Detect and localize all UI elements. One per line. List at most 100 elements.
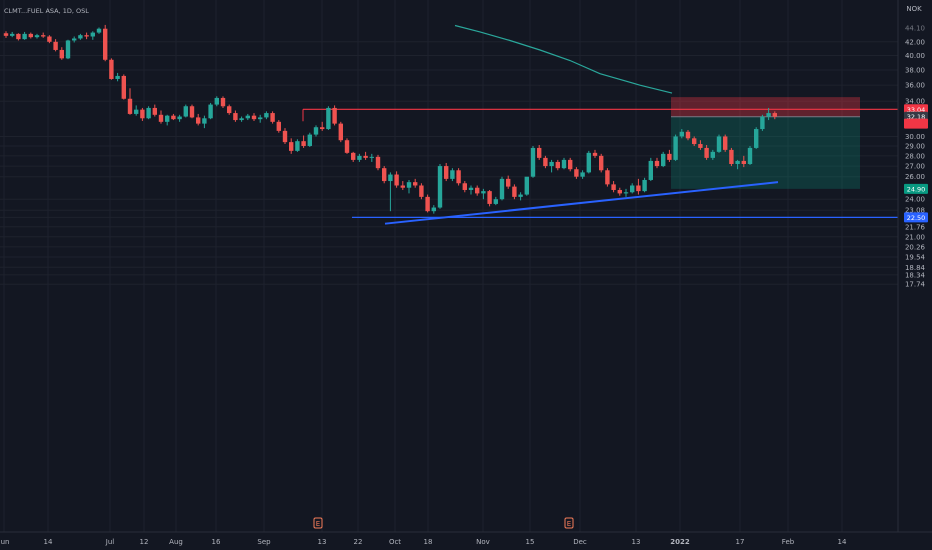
x-tick-label: 14: [838, 538, 847, 546]
candle-body: [723, 136, 728, 150]
candle-body: [320, 127, 325, 130]
candle: [90, 31, 95, 40]
candle: [196, 113, 201, 126]
candle: [301, 135, 306, 148]
position-risk-zone[interactable]: [671, 97, 860, 117]
candle: [413, 178, 418, 188]
x-tick-label: 15: [526, 538, 535, 546]
x-tick-label: 16: [212, 538, 221, 546]
candle: [450, 168, 455, 182]
candle-body: [406, 182, 412, 188]
candle-body: [444, 166, 449, 179]
candle-body: [499, 178, 505, 200]
candle: [561, 157, 567, 170]
candle: [419, 183, 424, 200]
y-tick-label: 44.10: [905, 25, 925, 33]
candle-body: [289, 142, 294, 151]
candle: [735, 159, 740, 170]
moving-average-line[interactable]: [454, 24, 673, 94]
y-tick-label: 17.74: [905, 281, 926, 289]
candle-body: [264, 113, 269, 118]
x-tick-label: Nov: [476, 538, 490, 546]
candle: [518, 192, 523, 201]
candle-body: [41, 35, 46, 37]
candle: [468, 185, 474, 195]
candle: [369, 153, 374, 162]
price-tag-box: [904, 183, 928, 194]
candle-body: [766, 113, 771, 117]
candle: [251, 113, 257, 121]
candle: [698, 140, 703, 150]
candle-body: [506, 178, 511, 187]
drawings-layer[interactable]: [302, 24, 898, 225]
candle-body: [34, 35, 40, 38]
x-tick-label: Aug: [169, 538, 183, 546]
candle-body: [103, 28, 108, 60]
candle-body: [524, 176, 529, 195]
candle: [661, 151, 666, 168]
candle: [270, 111, 275, 124]
position-target-zone[interactable]: [671, 116, 860, 189]
candle-body: [28, 33, 33, 38]
support-trendline[interactable]: [384, 181, 779, 225]
candle: [772, 111, 777, 120]
candle: [481, 188, 486, 200]
candle-body: [134, 109, 139, 114]
candle-body: [710, 151, 715, 158]
candle: [747, 145, 753, 166]
candle: [642, 177, 647, 193]
candle-body: [183, 106, 188, 117]
candle-body: [65, 40, 71, 59]
event-marker-label: E: [567, 520, 571, 528]
candle: [258, 114, 263, 123]
candle-body: [747, 147, 753, 165]
candle-body: [189, 106, 195, 118]
candle: [109, 58, 114, 80]
earnings-event-marker[interactable]: E: [564, 517, 574, 529]
candle: [165, 114, 170, 126]
candle: [152, 104, 157, 117]
candle-body: [599, 155, 604, 171]
candle: [96, 27, 102, 34]
candle-body: [363, 155, 368, 158]
candle: [140, 107, 145, 121]
candle: [72, 36, 77, 43]
y-tick-label: 21.00: [905, 233, 925, 241]
candle: [22, 31, 27, 40]
candle: [28, 32, 33, 39]
candle-body: [338, 123, 343, 141]
x-tick-label: 18: [424, 538, 433, 546]
candle-body: [679, 131, 684, 137]
x-tick-label: Oct: [389, 538, 401, 546]
short-position-tool[interactable]: [671, 97, 860, 189]
candle: [121, 74, 126, 100]
candle: [189, 104, 195, 119]
candle: [524, 176, 529, 196]
candle: [512, 184, 517, 200]
candle-body: [772, 113, 777, 117]
candle: [648, 157, 653, 182]
candle: [34, 33, 40, 39]
candle-body: [121, 75, 126, 99]
candle-body: [245, 115, 250, 119]
candle: [766, 107, 771, 121]
earnings-event-marker[interactable]: E: [313, 517, 323, 529]
candle-body: [344, 140, 350, 153]
candle: [580, 170, 585, 179]
candle: [394, 171, 399, 188]
candle-body: [611, 184, 616, 190]
candle-body: [468, 187, 474, 190]
candle: [103, 24, 108, 62]
candle-body: [425, 196, 430, 212]
candle-body: [78, 35, 83, 39]
candle-body: [16, 33, 21, 40]
candle-body: [605, 170, 610, 185]
candle: [47, 35, 52, 44]
x-tick-label: Jul: [105, 538, 115, 546]
candle-body: [586, 152, 591, 173]
candle-body: [276, 121, 281, 131]
candle-body: [648, 160, 653, 180]
price-tag-label: 24.90: [907, 185, 926, 193]
candle: [10, 31, 15, 38]
